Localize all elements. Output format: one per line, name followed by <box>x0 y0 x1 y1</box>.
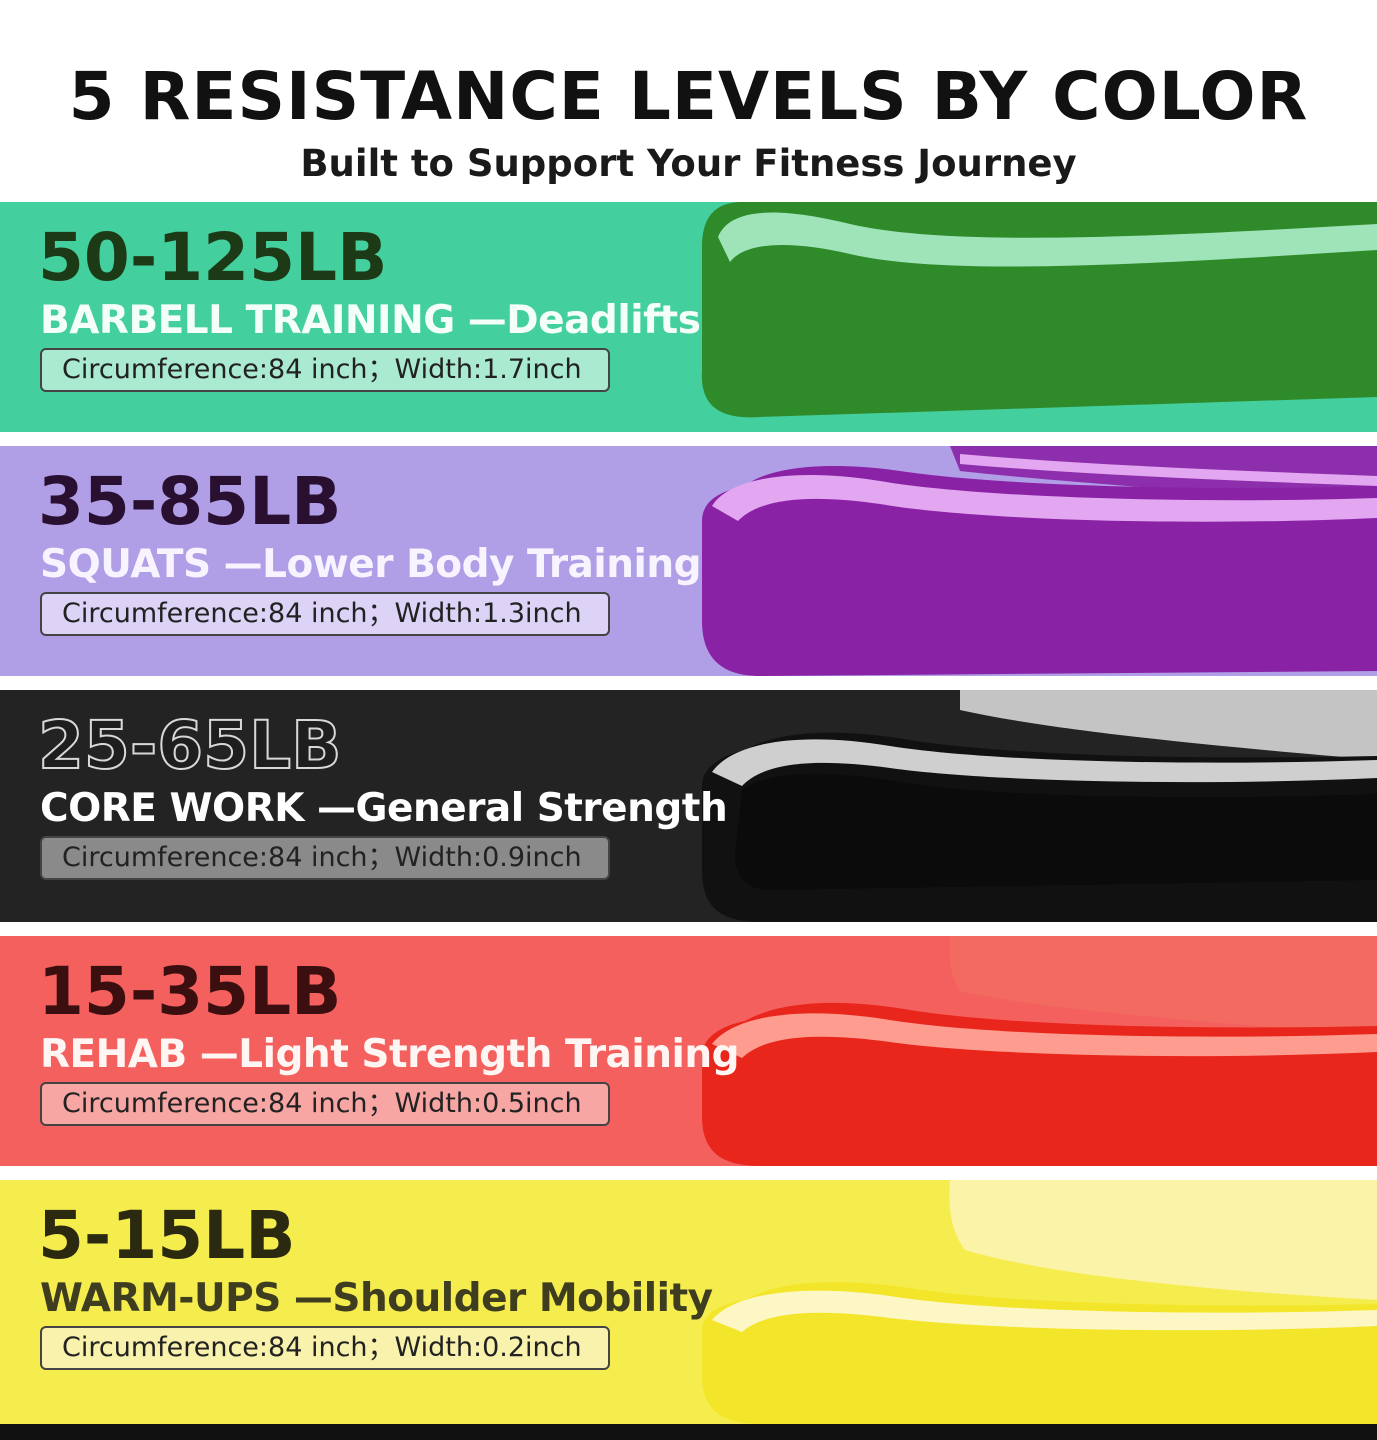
spec-badge: Circumference:84 inch；Width:0.2inch <box>40 1326 610 1370</box>
weight-range: 25-65LB <box>37 707 342 785</box>
page-subtitle: Built to Support Your Fitness Journey <box>300 142 1077 185</box>
usage-label: WARM-UPS —Shoulder Mobility <box>40 1276 713 1321</box>
spec-badge: Circumference:84 inch；Width:0.5inch <box>40 1082 610 1126</box>
spec-badge: Circumference:84 inch；Width:1.3inch <box>40 592 610 636</box>
purple-band-image <box>0 446 1377 676</box>
weight-range: 5-15LB <box>38 1197 296 1274</box>
spec-badge: Circumference:84 inch；Width:1.7inch <box>40 348 610 392</box>
usage-label: CORE WORK —General Strength <box>40 786 728 831</box>
black-band-image <box>0 690 1377 922</box>
band-row-yellow: 5-15LB WARM-UPS —Shoulder Mobility Circu… <box>0 1180 1377 1424</box>
band-row-black: 25-65LB CORE WORK —General Strength Circ… <box>0 690 1377 922</box>
red-band-image <box>0 936 1377 1166</box>
spec-badge: Circumference:84 inch；Width:0.9inch <box>40 836 610 880</box>
green-band-image <box>0 202 1377 432</box>
usage-label: BARBELL TRAINING —Deadlifts <box>40 298 701 343</box>
yellow-band-image <box>0 1180 1377 1424</box>
header: 5 RESISTANCE LEVELS BY COLOR Built to Su… <box>0 0 1377 200</box>
weight-range: 50-125LB <box>38 219 388 296</box>
weight-range: 35-85LB <box>38 463 342 540</box>
usage-label: REHAB —Light Strength Training <box>40 1032 740 1077</box>
page-title: 5 RESISTANCE LEVELS BY COLOR <box>68 58 1309 135</box>
band-row-green: 50-125LB BARBELL TRAINING —Deadlifts Cir… <box>0 202 1377 432</box>
band-row-purple: 35-85LB SQUATS —Lower Body Training Circ… <box>0 446 1377 676</box>
usage-label: SQUATS —Lower Body Training <box>40 542 702 587</box>
weight-range: 15-35LB <box>38 953 342 1030</box>
band-row-red: 15-35LB REHAB —Light Strength Training C… <box>0 936 1377 1166</box>
bottom-edge <box>0 1424 1377 1440</box>
